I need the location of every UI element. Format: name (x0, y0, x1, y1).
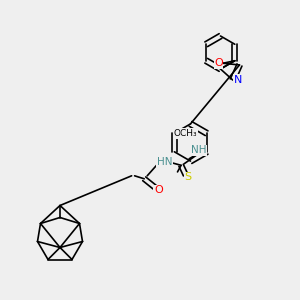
Text: OMe: OMe (173, 128, 195, 138)
Text: O: O (214, 58, 223, 68)
Text: S: S (184, 172, 192, 182)
Text: N: N (234, 75, 242, 85)
Text: HN: HN (157, 157, 172, 167)
Text: OCH₃: OCH₃ (174, 129, 198, 138)
Text: NH: NH (191, 145, 207, 155)
Text: O: O (154, 185, 163, 195)
